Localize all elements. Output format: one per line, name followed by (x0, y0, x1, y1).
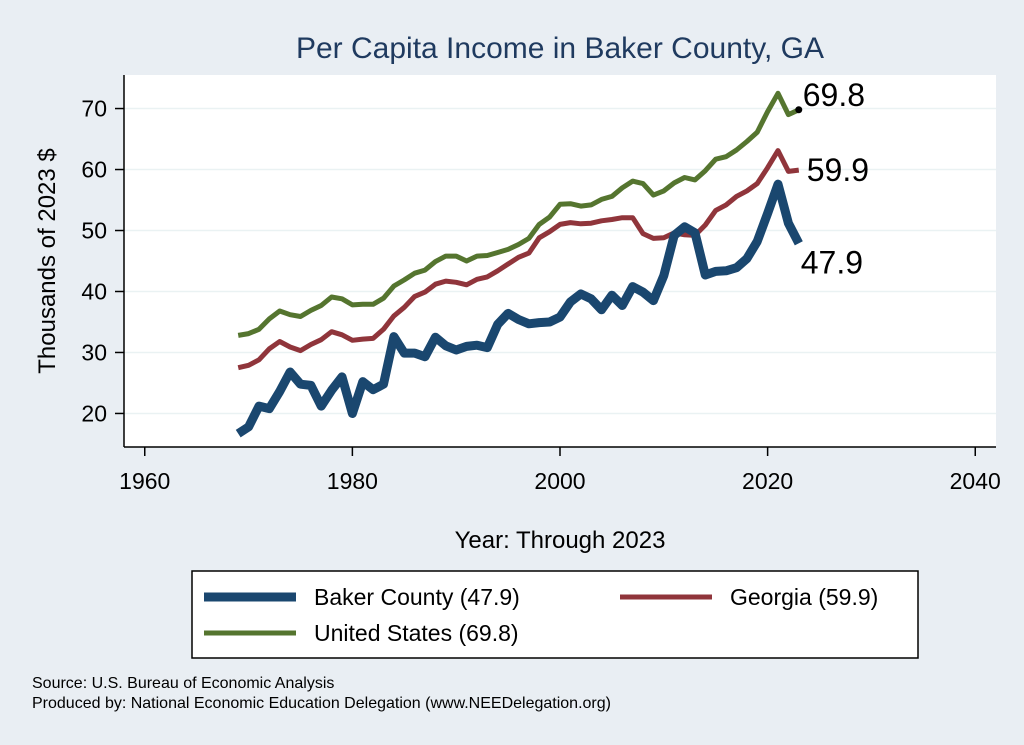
y-tick-label: 20 (81, 400, 107, 426)
plot-area (124, 75, 996, 447)
y-tick-label: 70 (81, 96, 107, 122)
series-line-georgia (237, 148, 800, 371)
legend-label-georgia: Georgia (59.9) (730, 584, 878, 610)
x-tick-label: 2000 (534, 468, 585, 494)
legend-box (191, 570, 919, 659)
y-tick-label: 60 (81, 157, 107, 183)
end-labels: 47.9 59.9 69.8 (795, 77, 869, 280)
y-tick-label: 40 (81, 278, 107, 304)
legend-label-baker-county: Baker County (47.9) (314, 584, 520, 610)
y-axis-title: Thousands of 2023 $ (34, 148, 61, 374)
x-tick-label: 1960 (119, 468, 170, 494)
series-lines (235, 90, 803, 438)
legend: Baker County (47.9) Georgia (59.9) Unite… (191, 570, 919, 659)
gridlines (124, 107, 996, 415)
x-axis-title: Year: Through 2023 (455, 527, 666, 554)
legend-label-united-states: United States (69.8) (314, 620, 519, 646)
source-note: Source: U.S. Bureau of Economic Analysis (32, 675, 334, 692)
end-value-label-united-states: 69.8 (803, 77, 865, 113)
end-value-label-baker-county: 47.9 (801, 244, 863, 280)
x-tick-label: 2020 (742, 468, 793, 494)
end-marker-united-states (795, 106, 803, 114)
x-tick-label: 1980 (327, 468, 378, 494)
ticks: 20 30 40 50 60 70 1960 1980 2000 2020 2040 (81, 96, 1000, 494)
end-value-label-georgia: 59.9 (807, 152, 869, 188)
x-tick-label: 2040 (950, 468, 1001, 494)
chart-title: Per Capita Income in Baker County, GA (296, 32, 824, 65)
series-line-united-states (237, 90, 800, 338)
produced-by-note: Produced by: National Economic Education… (32, 695, 611, 712)
y-tick-label: 50 (81, 218, 107, 244)
y-tick-label: 30 (81, 339, 107, 365)
series-line-baker-county (235, 179, 803, 438)
